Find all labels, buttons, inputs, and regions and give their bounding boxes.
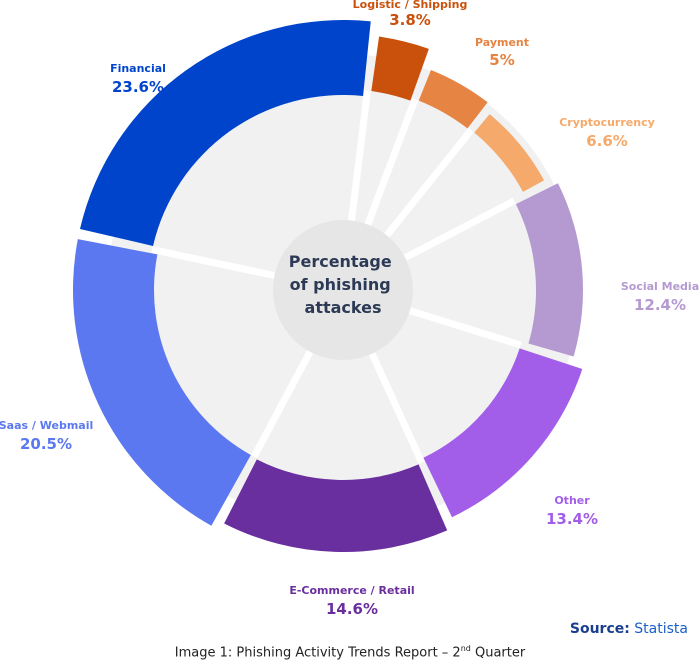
center-label-line-2: of phishing: [290, 275, 391, 294]
slice-e-commerce-retail: [224, 459, 448, 552]
figure-caption: Image 1: Phishing Activity Trends Report…: [0, 644, 700, 660]
slice-value-cryptocurrency: 6.6%: [586, 132, 628, 150]
slice-value-payment: 5%: [489, 51, 514, 69]
slice-label-social-media: Social Media: [621, 280, 699, 293]
slice-separator: [403, 197, 516, 261]
slice-label-saas-webmail: Saas / Webmail: [0, 419, 93, 432]
slice-separator: [384, 127, 474, 238]
slice-label-logistic-shipping: Logistic / Shipping: [353, 0, 468, 11]
slice-saas-webmail: [73, 239, 251, 526]
slice-logistic-shipping: [371, 36, 429, 101]
slice-label-cryptocurrency: Cryptocurrency: [559, 116, 655, 129]
slice-value-saas-webmail: 20.5%: [20, 435, 72, 453]
slice-separator: [348, 90, 371, 221]
slice-financial: [79, 20, 371, 246]
slice-value-e-commerce-retail: 14.6%: [326, 600, 378, 618]
slice-separator: [364, 97, 419, 226]
slice-cryptocurrency: [474, 114, 545, 192]
slice-separator: [408, 307, 522, 349]
slice-payment: [418, 69, 488, 129]
slice-label-payment: Payment: [475, 36, 529, 49]
slice-social-media: [515, 183, 583, 357]
slice-label-e-commerce-retail: E-Commerce / Retail: [289, 584, 414, 597]
caption-suffix: Quarter: [470, 645, 526, 661]
slice-other: [423, 348, 583, 518]
slice-separator: [250, 350, 314, 459]
caption-prefix: Image 1: Phishing Activity Trends Report…: [174, 645, 461, 661]
source-note: Source: Statista: [570, 621, 688, 637]
caption-superscript: nd: [460, 644, 471, 653]
center-disc: [273, 220, 413, 360]
center-label-line-3: attackes: [305, 298, 382, 317]
slice-value-logistic-shipping: 3.8%: [389, 11, 431, 29]
center-label: Percentage of phishing attackes: [289, 252, 398, 317]
slice-value-social-media: 12.4%: [634, 296, 686, 314]
slice-separator: [151, 246, 276, 279]
source-name: Statista: [634, 621, 688, 637]
slice-separator: [368, 352, 426, 465]
slice-value-other: 13.4%: [546, 510, 598, 528]
slice-label-other: Other: [554, 494, 590, 507]
slice-label-financial: Financial: [110, 62, 166, 75]
center-label-line-1: Percentage: [289, 252, 392, 271]
slice-value-financial: 23.6%: [112, 78, 164, 96]
source-label: Source:: [569, 621, 630, 637]
